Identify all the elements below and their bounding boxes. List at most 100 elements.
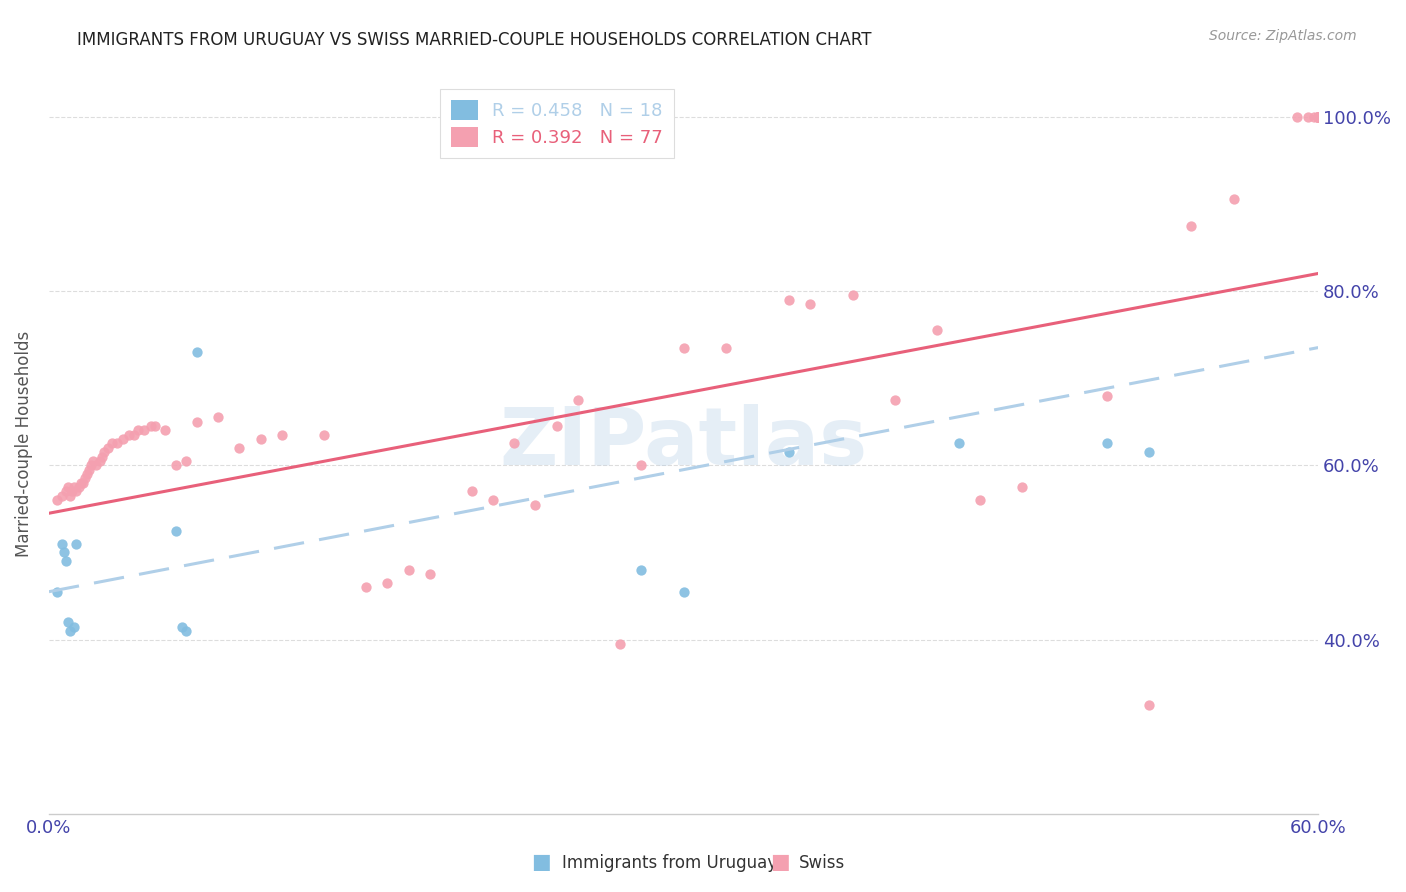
- Point: [1308, 110, 1330, 124]
- Text: ■: ■: [770, 853, 790, 872]
- Point: [1308, 110, 1330, 124]
- Point: [46, 584, 69, 599]
- Text: ■: ■: [531, 853, 551, 872]
- Point: [969, 493, 991, 508]
- Point: [228, 441, 250, 455]
- Point: [93, 445, 115, 459]
- Text: Immigrants from Uruguay: Immigrants from Uruguay: [562, 855, 778, 872]
- Point: [67, 480, 90, 494]
- Point: [165, 458, 187, 473]
- Point: [461, 484, 484, 499]
- Point: [630, 458, 652, 473]
- Text: ZIPatlas: ZIPatlas: [499, 404, 868, 483]
- Point: [312, 427, 335, 442]
- Point: [672, 341, 695, 355]
- Point: [186, 415, 208, 429]
- Point: [1308, 110, 1330, 124]
- Point: [398, 563, 420, 577]
- Point: [1095, 388, 1118, 402]
- Point: [122, 427, 145, 442]
- Point: [56, 615, 79, 630]
- Point: [105, 436, 128, 450]
- Point: [672, 584, 695, 599]
- Point: [56, 480, 79, 494]
- Point: [59, 489, 82, 503]
- Point: [60, 484, 83, 499]
- Point: [65, 484, 87, 499]
- Point: [1308, 110, 1330, 124]
- Point: [63, 619, 86, 633]
- Point: [927, 323, 949, 337]
- Point: [270, 427, 292, 442]
- Point: [207, 410, 229, 425]
- Point: [118, 427, 141, 442]
- Legend: R = 0.458   N = 18, R = 0.392   N = 77: R = 0.458 N = 18, R = 0.392 N = 77: [440, 89, 673, 158]
- Point: [842, 288, 865, 302]
- Point: [1308, 110, 1330, 124]
- Point: [69, 475, 91, 490]
- Point: [1137, 698, 1160, 712]
- Point: [1308, 110, 1330, 124]
- Point: [73, 471, 96, 485]
- Point: [482, 493, 505, 508]
- Point: [1296, 110, 1319, 124]
- Point: [52, 545, 75, 559]
- Point: [546, 419, 568, 434]
- Point: [134, 424, 156, 438]
- Point: [46, 493, 69, 508]
- Point: [1011, 480, 1033, 494]
- Point: [72, 475, 94, 490]
- Point: [1137, 445, 1160, 459]
- Point: [778, 293, 800, 307]
- Point: [89, 454, 111, 468]
- Point: [139, 419, 162, 434]
- Point: [55, 484, 77, 499]
- Point: [101, 436, 124, 450]
- Point: [65, 537, 87, 551]
- Point: [51, 537, 73, 551]
- Point: [127, 424, 149, 438]
- Point: [377, 576, 399, 591]
- Point: [1222, 193, 1244, 207]
- Point: [1095, 436, 1118, 450]
- Point: [503, 436, 526, 450]
- Point: [567, 392, 589, 407]
- Point: [778, 445, 800, 459]
- Point: [609, 637, 631, 651]
- Point: [1285, 110, 1308, 124]
- Point: [1308, 110, 1330, 124]
- Point: [80, 458, 103, 473]
- Point: [63, 480, 86, 494]
- Point: [143, 419, 166, 434]
- Point: [419, 567, 441, 582]
- Point: [1308, 110, 1330, 124]
- Point: [165, 524, 187, 538]
- Point: [90, 450, 112, 464]
- Point: [176, 454, 198, 468]
- Point: [356, 580, 378, 594]
- Point: [630, 563, 652, 577]
- Point: [884, 392, 907, 407]
- Y-axis label: Married-couple Households: Married-couple Households: [15, 330, 32, 557]
- Point: [1303, 110, 1326, 124]
- Point: [59, 624, 82, 638]
- Point: [1308, 110, 1330, 124]
- Point: [77, 463, 100, 477]
- Point: [76, 467, 98, 481]
- Point: [172, 619, 194, 633]
- Point: [55, 554, 77, 568]
- Point: [97, 441, 120, 455]
- Point: [155, 424, 177, 438]
- Point: [186, 345, 208, 359]
- Text: Source: ZipAtlas.com: Source: ZipAtlas.com: [1209, 29, 1357, 43]
- Point: [524, 498, 547, 512]
- Point: [51, 489, 73, 503]
- Point: [799, 297, 821, 311]
- Point: [1180, 219, 1202, 233]
- Text: Swiss: Swiss: [799, 855, 845, 872]
- Text: IMMIGRANTS FROM URUGUAY VS SWISS MARRIED-COUPLE HOUSEHOLDS CORRELATION CHART: IMMIGRANTS FROM URUGUAY VS SWISS MARRIED…: [77, 31, 872, 49]
- Point: [249, 432, 271, 446]
- Point: [84, 458, 107, 473]
- Point: [82, 454, 104, 468]
- Point: [714, 341, 737, 355]
